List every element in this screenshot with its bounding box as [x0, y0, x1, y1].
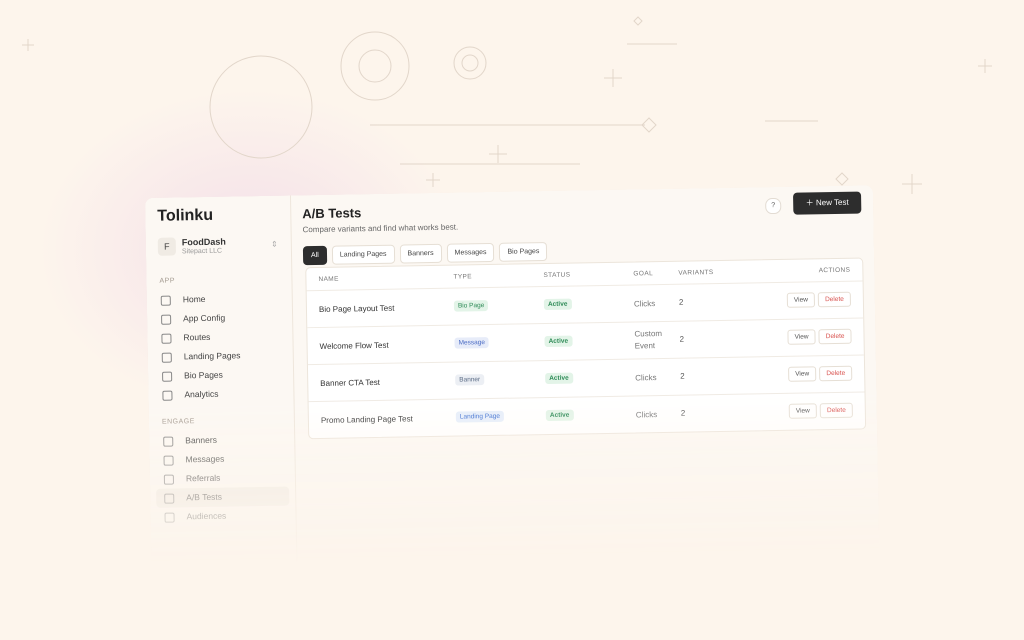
filters: All Landing Pages Banners Messages Bio Pages: [302, 241, 548, 266]
nav-item[interactable]: Banners: [155, 430, 288, 451]
delete-button[interactable]: Delete: [818, 328, 852, 345]
delete-button[interactable]: Delete: [817, 291, 852, 308]
view-button[interactable]: View: [788, 403, 817, 419]
button-label: New Test: [815, 197, 849, 208]
nav-item[interactable]: Bio Pages: [154, 365, 287, 386]
app-window: Tolinku F FoodDash Sitepact LLC ⇕ APP Hom…: [145, 185, 880, 568]
status-badge: Active: [545, 372, 573, 385]
new-test-button[interactable]: ＋ New Test: [793, 191, 862, 215]
nav-label: Analytics: [184, 388, 219, 400]
view-button[interactable]: View: [786, 292, 816, 308]
tests-table: NAME TYPE STATUS GOAL VARIANTS ACTIONS Bio Pag…: [305, 257, 867, 440]
column-header: GOAL: [633, 270, 654, 278]
nav-icon: [162, 390, 173, 401]
nav-item[interactable]: A/B Tests: [156, 486, 290, 508]
variants: 2: [679, 334, 685, 344]
variants: 2: [680, 408, 686, 418]
type-badge: Bio Page: [453, 300, 489, 312]
goal: Custom Event: [634, 328, 663, 351]
nav: APP Home App Config Routes Landing Pages Bio …: [146, 261, 296, 526]
status-badge: Active: [545, 409, 574, 422]
goal: Clicks: [633, 299, 656, 309]
goal: Clicks: [635, 373, 657, 383]
column-header: NAME: [318, 275, 339, 283]
nav-label: Referrals: [185, 472, 221, 484]
status-badge: Active: [544, 335, 573, 348]
nav-label: A/B Tests: [186, 491, 223, 503]
nav-icon: [164, 512, 175, 523]
org-name: FoodDash: [181, 236, 226, 248]
help-button[interactable]: ?: [765, 197, 782, 215]
column-header: VARIANTS: [678, 269, 714, 277]
test-name: Promo Landing Page Test: [320, 414, 413, 425]
filter-tab[interactable]: Messages: [446, 242, 495, 263]
org-avatar: F: [157, 237, 177, 256]
nav-icon: [160, 295, 171, 306]
nav-item[interactable]: Audiences: [156, 506, 289, 527]
test-name: Welcome Flow Test: [319, 340, 389, 351]
page-title: A/B Tests: [302, 205, 362, 222]
column-header: ACTIONS: [818, 266, 851, 275]
org-sub: Sitepact LLC: [181, 247, 223, 256]
nav-icon: [164, 493, 175, 504]
delete-button[interactable]: Delete: [819, 365, 853, 382]
filter-tab[interactable]: Bio Pages: [499, 241, 548, 262]
nav-label: Bio Pages: [184, 369, 223, 381]
goal: Clicks: [635, 410, 658, 420]
variants: 2: [680, 371, 685, 381]
nav-item[interactable]: Referrals: [156, 468, 289, 489]
type-badge: Message: [454, 337, 490, 349]
nav-item[interactable]: Home: [153, 289, 286, 310]
status-badge: Active: [543, 298, 572, 311]
delete-button[interactable]: Delete: [819, 402, 853, 419]
test-name: Banner CTA Test: [320, 377, 381, 388]
nav-item[interactable]: Landing Pages: [154, 346, 287, 367]
filter-tab[interactable]: Banners: [399, 243, 442, 264]
brand: Tolinku: [157, 206, 214, 225]
type-badge: Banner: [455, 374, 485, 386]
nav-icon: [161, 352, 172, 363]
nav-label: Landing Pages: [183, 350, 241, 362]
test-name: Bio Page Layout Test: [318, 303, 395, 314]
view-button[interactable]: View: [787, 329, 816, 345]
nav-label: Audiences: [186, 510, 227, 522]
nav-icon: [163, 455, 174, 466]
view-button[interactable]: View: [788, 366, 817, 382]
nav-label: App Config: [183, 312, 226, 324]
nav-section: ENGAGE: [161, 418, 195, 426]
nav-label: Banners: [185, 434, 217, 446]
nav-icon: [161, 333, 172, 344]
nav-item[interactable]: Routes: [153, 327, 286, 348]
nav-item[interactable]: Messages: [155, 449, 288, 470]
org-switcher[interactable]: F FoodDash Sitepact LLC ⇕: [154, 232, 282, 262]
nav-icon: [161, 314, 172, 325]
variants: 2: [678, 297, 684, 307]
filter-tab[interactable]: All: [302, 245, 327, 266]
nav-icon: [163, 474, 175, 485]
nav-label: Home: [182, 293, 206, 305]
filter-tab[interactable]: Landing Pages: [331, 244, 395, 265]
column-header: TYPE: [453, 273, 473, 281]
page-subtitle: Compare variants and find what works bes…: [302, 222, 459, 235]
nav-section: APP: [159, 277, 176, 285]
type-badge: Landing Page: [455, 410, 505, 423]
nav-label: Messages: [185, 453, 225, 465]
column-header: STATUS: [543, 271, 571, 280]
nav-icon: [162, 371, 173, 382]
nav-label: Routes: [183, 331, 211, 343]
nav-item[interactable]: Analytics: [154, 384, 287, 405]
nav-icon: [163, 436, 174, 447]
nav-item[interactable]: App Config: [153, 308, 286, 329]
chevron: ⇕: [271, 239, 278, 249]
sidebar: Tolinku F FoodDash Sitepact LLC ⇕ APP Hom…: [145, 195, 298, 568]
